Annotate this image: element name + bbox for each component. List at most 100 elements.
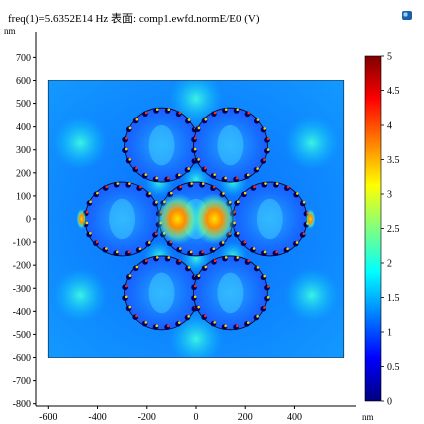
hotspot-peak xyxy=(247,259,250,263)
particle xyxy=(191,255,270,331)
y-tick-label: 700 xyxy=(16,53,31,64)
hotspot-peak xyxy=(201,182,205,185)
particle xyxy=(82,181,162,257)
hotspot-peak xyxy=(296,192,299,195)
y-tick-label: 200 xyxy=(16,168,31,179)
hotspot-peak xyxy=(224,176,227,180)
hotspot xyxy=(221,324,228,330)
hotspot-peak xyxy=(169,191,173,195)
hotspot-peak xyxy=(155,176,159,180)
hotspot xyxy=(253,166,260,173)
x-tick-label: -200 xyxy=(138,412,156,423)
hotspot-peak xyxy=(178,259,182,263)
hotspot-peak xyxy=(166,324,170,328)
hotspot xyxy=(233,176,239,183)
hotspot-peak xyxy=(263,127,266,130)
x-tick-label: 400 xyxy=(287,412,302,423)
hotspot xyxy=(264,295,270,302)
colorbar-tick-label: 2.5 xyxy=(387,224,400,235)
hotspot-peak xyxy=(266,296,270,299)
hotspot-peak xyxy=(266,137,270,141)
hotspot-peak xyxy=(167,108,171,112)
hotspot xyxy=(113,250,119,256)
hotspot-peak xyxy=(105,247,108,250)
hotspot-peak xyxy=(236,232,240,235)
hotspot xyxy=(122,295,128,301)
hotspot xyxy=(185,118,191,124)
hotspot-peak xyxy=(147,241,151,244)
hotspot-peak xyxy=(224,256,228,259)
hotspot-peak xyxy=(144,111,148,115)
hotspot-peak xyxy=(286,185,290,189)
hotspot xyxy=(86,231,92,238)
particle-inner-mode xyxy=(256,198,283,240)
hotspot-peak xyxy=(213,321,216,324)
hotspot xyxy=(191,284,197,291)
particle-inner-mode xyxy=(217,124,244,166)
hotspot-peak xyxy=(154,232,158,236)
app-cube-icon[interactable] xyxy=(400,8,414,22)
hotspot xyxy=(125,274,132,280)
hotspot xyxy=(233,324,239,330)
y-tick-label: -700 xyxy=(13,376,31,387)
hot-region-right xyxy=(192,193,237,245)
particle xyxy=(122,255,201,331)
hotspot-peak xyxy=(135,117,139,121)
hotspot xyxy=(135,247,142,253)
hotspot xyxy=(264,147,270,154)
y-tick-label: -400 xyxy=(13,307,31,318)
hotspot xyxy=(201,117,208,124)
colorbar-tick-label: 1.5 xyxy=(387,293,400,304)
hotspot-peak xyxy=(266,148,270,151)
hotspot xyxy=(185,265,191,272)
hotspot-peak xyxy=(135,265,139,269)
hotspot xyxy=(272,250,279,257)
hotspot-peak xyxy=(155,200,158,204)
hotspot-peak xyxy=(190,182,193,185)
hotspot-peak xyxy=(124,147,128,151)
hotspot-peak xyxy=(197,158,200,161)
plot-title: freq(1)=5.6352E14 Hz 表面: comp1.ewfd.norm… xyxy=(8,13,260,25)
hotspot-peak xyxy=(302,200,306,204)
y-tick-label: 100 xyxy=(16,191,31,202)
colorbar-tick-label: 2 xyxy=(387,259,392,270)
hotspot xyxy=(292,240,299,247)
hotspot xyxy=(253,118,260,124)
hotspot xyxy=(244,173,250,179)
hotspot xyxy=(145,240,151,247)
hotspot-peak xyxy=(204,166,207,170)
hotspot xyxy=(122,147,128,154)
hotspot-peak xyxy=(96,191,99,195)
hotspot-peak xyxy=(187,118,191,121)
hotspot xyxy=(102,185,109,191)
hotspot xyxy=(175,321,181,327)
hotspot xyxy=(198,250,205,257)
x-unit-label: nm xyxy=(362,412,374,422)
hotspot xyxy=(201,166,207,173)
hotspot-peak xyxy=(263,158,266,162)
hotspot-peak xyxy=(135,166,138,170)
hotspot-peak xyxy=(197,305,200,309)
hotspot xyxy=(201,314,207,320)
hotspot xyxy=(260,274,267,281)
hotspot xyxy=(194,305,201,312)
hotspot-peak xyxy=(243,191,247,195)
hotspot-peak xyxy=(246,321,250,324)
hotspot-peak xyxy=(128,182,131,185)
hotspot-peak xyxy=(295,241,299,244)
hotspot xyxy=(222,255,228,262)
y-tick-label: -300 xyxy=(13,284,31,295)
hotspot xyxy=(234,200,240,206)
hotspot-peak xyxy=(148,192,151,195)
hotspot xyxy=(152,324,159,330)
hotspot-peak xyxy=(155,108,159,111)
hotspot xyxy=(194,274,201,280)
hotspot xyxy=(187,250,193,256)
hotspot xyxy=(102,246,108,253)
hotspot xyxy=(191,147,197,154)
hotspot xyxy=(260,306,267,312)
particle-inner-mode xyxy=(217,272,244,314)
y-unit-label: nm xyxy=(4,26,16,36)
hotspot-peak xyxy=(144,173,148,176)
hotspot xyxy=(273,182,279,188)
